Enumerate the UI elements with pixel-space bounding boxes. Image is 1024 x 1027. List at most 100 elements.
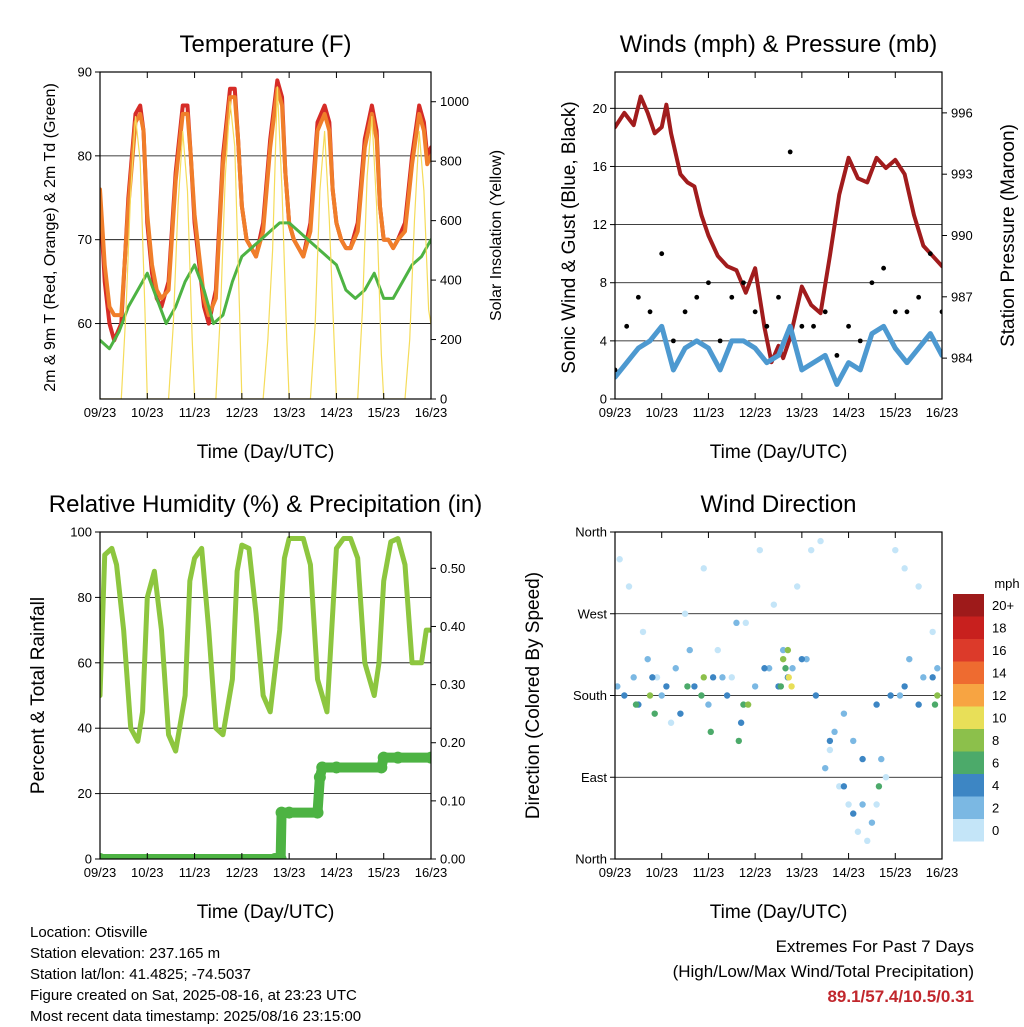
data-point [929, 628, 936, 636]
data-point [901, 683, 908, 690]
y-tick-label: West [578, 606, 608, 621]
data-point [826, 737, 834, 745]
gust-point [741, 280, 746, 286]
data-point [705, 701, 712, 708]
series-group [615, 537, 941, 845]
data-point [782, 665, 789, 672]
data-point [737, 719, 745, 726]
data-point [836, 783, 843, 790]
x-tick-label: 10/23 [645, 865, 678, 880]
y-tick-right-label: 990 [951, 228, 973, 243]
y-tick-label: 20 [78, 786, 92, 801]
data-point [785, 674, 792, 681]
x-tick-label: 10/23 [645, 405, 678, 420]
data-point [822, 764, 829, 772]
y-axis-label: Direction (Colored By Speed) [523, 572, 544, 819]
x-tick-label: 09/23 [599, 865, 632, 880]
data-point [751, 683, 759, 690]
gust-point [881, 265, 887, 271]
data-point [698, 692, 705, 699]
data-point [651, 710, 658, 717]
data-point [777, 683, 785, 690]
x-tick-label: 09/23 [84, 405, 117, 420]
y-axis-label: Sonic Wind & Gust (Blue, Black) [559, 101, 580, 373]
data-point [931, 701, 939, 708]
data-point [845, 801, 852, 808]
data-point [630, 674, 637, 681]
data-point [831, 728, 838, 736]
humidity-precipitation-panel: Relative Humidity (%) & Precipitation (i… [28, 491, 482, 923]
data-point [744, 701, 752, 708]
x-tick-label: 11/23 [693, 405, 725, 420]
data-point [868, 819, 876, 826]
y-tick-label: 12 [593, 217, 607, 232]
y-tick-label: 20 [593, 101, 607, 116]
gust-point [892, 309, 898, 315]
extremes-values: 89.1/57.4/10.5/0.31 [827, 987, 974, 1006]
data-point [887, 692, 894, 699]
data-point [684, 683, 691, 690]
y-tick-label: 80 [78, 590, 92, 605]
x-tick-label: 11/23 [179, 405, 211, 420]
y-tick-right-label: 800 [440, 154, 462, 169]
series-line [100, 221, 431, 351]
x-tick-label: 13/23 [273, 405, 306, 420]
legend-swatch [953, 751, 984, 774]
series-group [100, 78, 431, 399]
data-point [803, 655, 810, 663]
y-tick-label: 0 [600, 392, 607, 407]
data-point [733, 619, 740, 627]
legend-label: 4 [992, 778, 999, 793]
legend-label: 16 [992, 643, 1006, 658]
recent-data-text: Most recent data timestamp: 2025/08/16 2… [30, 1008, 362, 1025]
x-axis-label: Time (Day/UTC) [197, 442, 335, 463]
gust-point [776, 294, 781, 300]
y-tick-label: South [573, 688, 607, 703]
x-tick-label: 12/23 [226, 405, 259, 420]
plot-frame [99, 71, 432, 400]
y-tick-right-label: 0.50 [440, 561, 465, 576]
data-point [817, 537, 824, 545]
x-tick-label: 14/23 [320, 865, 353, 880]
y-tick-label: 8 [600, 275, 607, 290]
gust-point [694, 294, 700, 300]
y-tick-label: 60 [78, 655, 92, 670]
data-point [840, 710, 848, 717]
x-tick-label: 09/23 [599, 405, 632, 420]
x-tick-label: 15/23 [367, 405, 400, 420]
data-point [882, 774, 890, 781]
y-axis-label: Percent & Total Rainfall [28, 597, 49, 794]
x-tick-label: 16/23 [926, 865, 959, 880]
gust-point [799, 323, 805, 329]
gust-point [822, 309, 828, 315]
data-point [740, 701, 747, 708]
data-point [658, 692, 665, 699]
precip-line [100, 752, 431, 859]
x-tick-label: 10/23 [131, 865, 164, 880]
legend-swatch [953, 774, 984, 797]
chart-title: Temperature (F) [179, 31, 351, 58]
gust-point [869, 280, 875, 286]
gust-point [659, 251, 665, 257]
data-point [873, 701, 880, 708]
series-group [100, 536, 431, 859]
legend-swatch [953, 684, 984, 707]
data-point [677, 710, 684, 717]
data-point [663, 683, 670, 690]
y-tick-label: North [575, 525, 607, 540]
gust-point [834, 353, 840, 358]
y-tick-right-label: 0.10 [440, 793, 465, 808]
y-tick-label: 60 [78, 316, 92, 331]
data-point [864, 837, 871, 845]
x-tick-label: 14/23 [832, 865, 865, 880]
data-point [616, 556, 623, 563]
legend-label: 14 [992, 666, 1006, 681]
legend-label: 2 [992, 801, 999, 816]
legend-title: mph [994, 576, 1019, 591]
x-tick-label: 10/23 [131, 405, 164, 420]
y-tick-right-label: 400 [440, 273, 462, 288]
data-point [765, 665, 773, 672]
data-point [621, 692, 628, 699]
gust-point [682, 309, 688, 315]
legend-swatch [953, 594, 984, 617]
